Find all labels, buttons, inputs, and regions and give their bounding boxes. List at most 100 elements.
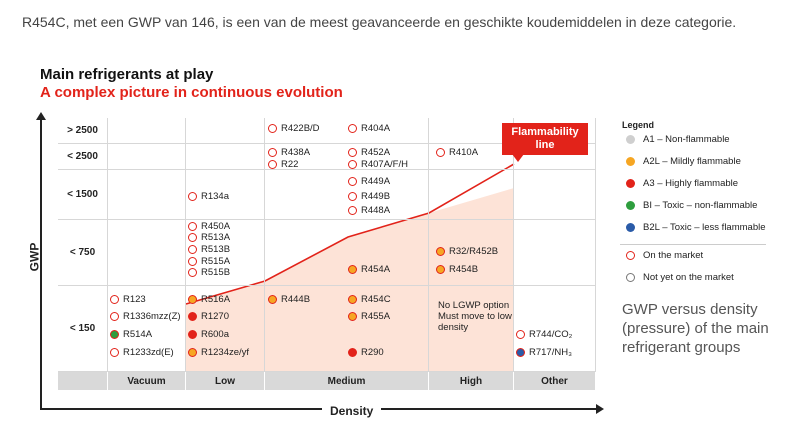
legend-label: A3 – Highly flammable <box>643 178 739 189</box>
refrigerant-dot <box>188 257 197 267</box>
column-label: Vacuum <box>108 372 186 390</box>
refrigerant-dot <box>188 348 197 358</box>
refrigerant-marker: R717/NH₃ <box>516 348 572 358</box>
legend-marker-item: Not yet on the market <box>626 272 734 283</box>
legend-marker-item: On the market <box>626 250 703 261</box>
refrigerant-marker: R516A <box>188 295 230 305</box>
grid-cell <box>108 220 186 286</box>
grid-cell <box>514 220 596 286</box>
y-axis-label: GWP <box>27 242 42 272</box>
refrigerant-label: R410A <box>449 147 479 158</box>
refrigerant-marker: R449A <box>348 177 390 187</box>
refrigerant-marker: R1336mzz(Z) <box>110 312 181 322</box>
grid-cell <box>265 220 429 286</box>
refrigerant-marker: R513B <box>188 245 230 255</box>
refrigerant-dot <box>268 160 277 170</box>
grid-cell <box>265 144 429 170</box>
refrigerant-label: R422B/D <box>281 123 320 134</box>
refrigerant-dot <box>110 312 119 322</box>
refrigerant-marker: R449B <box>348 192 390 202</box>
refrigerant-marker: R438A <box>268 148 310 158</box>
refrigerant-dot <box>268 148 277 158</box>
legend-swatch <box>626 223 635 232</box>
chart-title: Main refrigerants at play <box>40 66 214 83</box>
refrigerant-label: R516A <box>201 294 231 305</box>
legend-item: A1 – Non-flammable <box>626 134 730 145</box>
refrigerant-dot <box>516 330 525 340</box>
grid-cell <box>429 220 514 286</box>
column-label-corner <box>58 372 108 390</box>
refrigerant-marker: R450A <box>188 222 230 232</box>
grid-cell <box>186 220 265 286</box>
refrigerant-label: R717/NH₃ <box>529 347 572 358</box>
refrigerant-marker: R410A <box>436 148 478 158</box>
refrigerant-dot <box>268 124 277 134</box>
refrigerant-marker: R1233zd(E) <box>110 348 174 358</box>
grid-cell <box>514 170 596 220</box>
refrigerant-dot <box>436 247 445 257</box>
grid-cell <box>429 286 514 372</box>
x-axis-arrow <box>596 404 604 414</box>
refrigerant-dot <box>188 233 197 243</box>
grid-cell <box>186 144 265 170</box>
refrigerant-dot <box>188 295 197 305</box>
legend-divider <box>620 244 766 245</box>
refrigerant-marker: R515A <box>188 257 230 267</box>
refrigerant-marker: R1234ze/yf <box>188 348 249 358</box>
column-label: High <box>429 372 514 390</box>
refrigerant-label: R1336mzz(Z) <box>123 311 181 322</box>
legend-item: A3 – Highly flammable <box>626 178 738 189</box>
refrigerant-marker: R32/R452B <box>436 247 498 257</box>
refrigerant-marker: R444B <box>268 295 310 305</box>
legend-marker <box>626 251 635 260</box>
grid-cell <box>265 286 429 372</box>
intro-text: R454C, met een GWP van 146, is een van d… <box>22 14 737 30</box>
row-label: < 1500 <box>58 170 108 220</box>
flammability-line <box>185 163 515 305</box>
refrigerant-label: R1234ze/yf <box>201 347 250 358</box>
row-label: < 2500 <box>58 144 108 170</box>
refrigerant-marker: R134a <box>188 192 229 202</box>
grid-cell <box>186 286 265 372</box>
refrigerant-dot <box>188 268 197 278</box>
row-label: > 2500 <box>58 118 108 144</box>
row-label: < 750 <box>58 220 108 286</box>
refrigerant-marker: R290 <box>348 348 384 358</box>
refrigerant-dot <box>110 295 119 305</box>
refrigerant-label: R449B <box>361 191 391 202</box>
legend-label: Not yet on the market <box>643 272 734 283</box>
legend-title: Legend <box>622 120 655 130</box>
refrigerant-dot <box>188 312 197 322</box>
refrigerant-marker: R744/CO₂ <box>516 330 572 340</box>
no-lgwp-note: No LGWP option Must move to low density <box>438 300 512 333</box>
refrigerant-dot <box>188 330 197 340</box>
refrigerant-label: R515B <box>201 267 231 278</box>
refrigerant-marker: R22 <box>268 160 298 170</box>
refrigerant-dot <box>110 348 119 358</box>
refrigerant-label: R515A <box>201 256 231 267</box>
refrigerant-dot <box>268 295 277 305</box>
refrigerant-dot <box>516 348 525 358</box>
legend-swatch <box>626 179 635 188</box>
grid-cell <box>265 170 429 220</box>
flammable-area <box>186 188 514 372</box>
refrigerant-marker: R404A <box>348 124 390 134</box>
legend-label: BI – Toxic – non-flammable <box>643 200 758 211</box>
grid-cell <box>108 118 186 144</box>
grid-cell <box>186 170 265 220</box>
refrigerant-label: R454B <box>449 264 479 275</box>
refrigerant-label: R744/CO₂ <box>529 329 573 340</box>
x-axis-label: Density <box>322 404 382 418</box>
refrigerant-label: R449A <box>361 176 391 187</box>
refrigerant-dot <box>436 265 445 275</box>
refrigerant-marker: R454A <box>348 265 390 275</box>
refrigerant-dot <box>436 148 445 158</box>
refrigerant-marker: R422B/D <box>268 124 320 134</box>
y-axis <box>40 118 42 410</box>
refrigerant-label: R1270 <box>201 311 229 322</box>
row-label: < 150 <box>58 286 108 372</box>
refrigerant-dot <box>348 206 357 216</box>
legend-item: BI – Toxic – non-flammable <box>626 200 757 211</box>
grid-cell <box>514 144 596 170</box>
x-axis <box>40 408 598 410</box>
